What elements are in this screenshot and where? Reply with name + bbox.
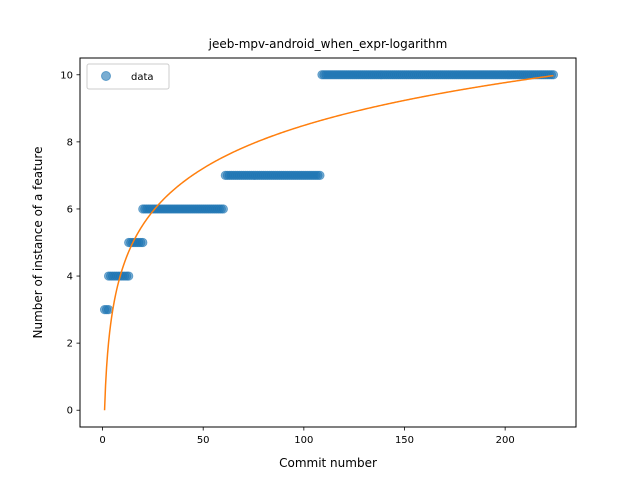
y-axis-ticks: 0 2 4 6 8 10 — [60, 70, 80, 417]
data-point — [103, 304, 114, 315]
data-point — [315, 170, 325, 181]
y-axis-label: Number of instance of a feature — [31, 147, 45, 339]
y-tick-label: 4 — [67, 272, 73, 283]
x-tick-label: 0 — [99, 435, 105, 446]
data-point — [548, 70, 559, 80]
x-tick-label: 100 — [294, 435, 313, 446]
x-tick-label: 50 — [197, 435, 210, 446]
x-axis-label: Commit number — [279, 456, 377, 470]
y-tick-label: 8 — [67, 137, 73, 148]
x-tick-label: 150 — [395, 435, 414, 446]
y-tick-label: 0 — [67, 406, 73, 417]
fit-curve-layer — [103, 74, 554, 411]
y-tick-label: 6 — [67, 204, 73, 215]
legend-label-data: data — [131, 72, 154, 83]
legend-box — [86, 63, 170, 90]
x-axis-ticks: 0 50 100 150 200 — [99, 427, 515, 446]
x-tick-label: 200 — [496, 435, 515, 446]
data-point — [218, 204, 228, 214]
plot-frame — [79, 57, 577, 428]
y-tick-label: 2 — [67, 339, 73, 350]
data-point — [124, 271, 134, 281]
data-points — [99, 70, 559, 315]
legend-marker — [101, 71, 111, 81]
fit-curve — [103, 74, 554, 411]
y-tick-label: 10 — [60, 70, 73, 81]
legend: data — [86, 63, 170, 90]
data-point — [138, 237, 148, 248]
chart-title: jeeb-mpv-android_when_expr-logarithm — [208, 37, 448, 51]
